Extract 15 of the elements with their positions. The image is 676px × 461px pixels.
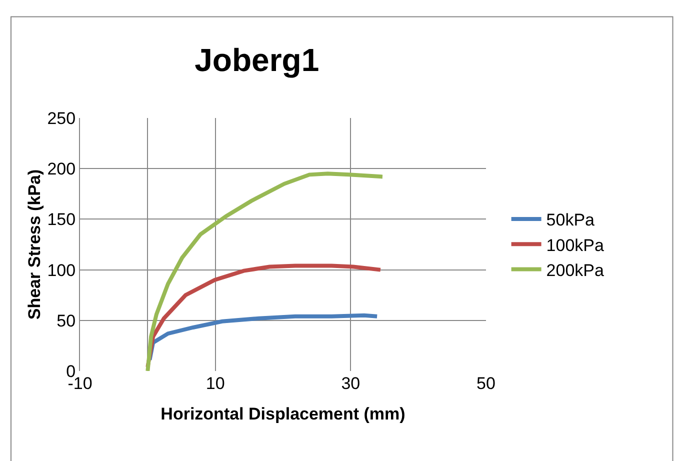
y-tick-label: 50 xyxy=(56,311,76,330)
y-tick-label: 150 xyxy=(47,210,76,230)
legend-label: 100kPa xyxy=(546,236,605,255)
chart-title: Joberg1 xyxy=(194,42,320,78)
y-tick-label: 250 xyxy=(47,108,76,128)
x-axis-title: Horizontal Displacement (mm) xyxy=(160,404,406,424)
y-tick-label: 100 xyxy=(47,260,76,280)
line-series xyxy=(146,172,384,371)
x-tick-label: 10 xyxy=(206,374,225,393)
y-axis-title: Shear Stress (kPa) xyxy=(24,169,44,320)
x-tick-label: 30 xyxy=(341,374,360,393)
x-tick-label: 50 xyxy=(476,374,496,393)
legend-label: 50kPa xyxy=(546,210,596,230)
legend-label: 200kPa xyxy=(546,260,605,280)
y-tick-label: 200 xyxy=(47,160,76,179)
